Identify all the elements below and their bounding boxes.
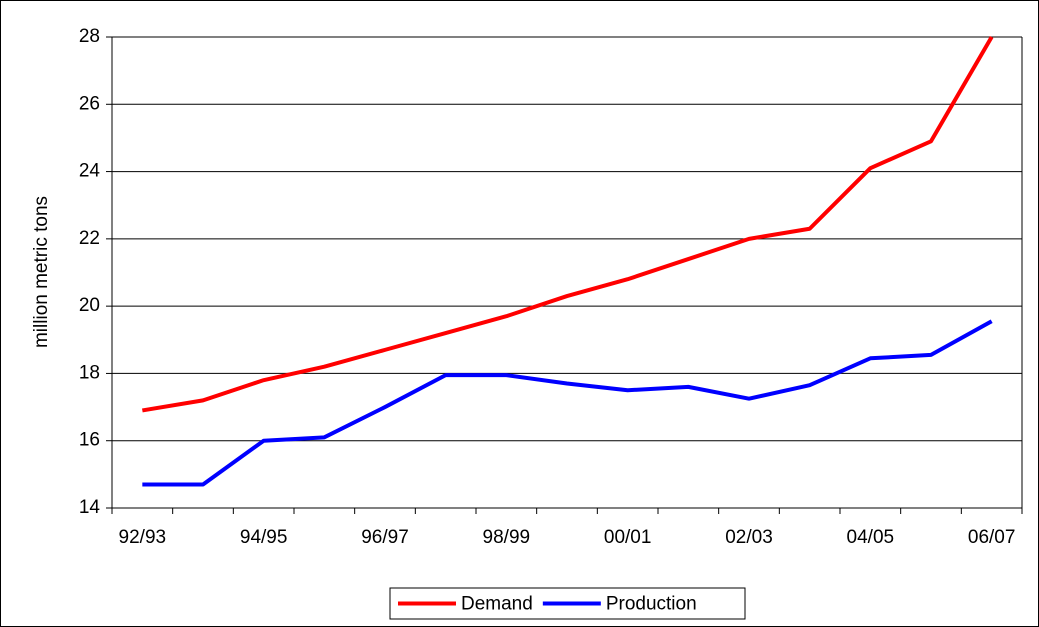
data-line [142, 35, 994, 413]
x-tick-label: 00/01 [604, 527, 652, 548]
x-tick-label: 02/03 [725, 527, 773, 548]
y-tick-label: 18 [79, 362, 100, 383]
y-tick-label: 20 [79, 295, 100, 316]
data-line [142, 319, 993, 487]
x-tick-label: 06/07 [968, 527, 1016, 548]
legend-label: Demand [461, 594, 533, 615]
y-axis-label: million metric tons [31, 196, 52, 348]
plot-area [112, 37, 1022, 508]
y-tick-label: 16 [79, 430, 100, 451]
x-tick-label: 94/95 [240, 527, 288, 548]
y-tick-label: 22 [79, 228, 100, 249]
x-tick-label: 98/99 [483, 527, 531, 548]
y-tick-label: 26 [79, 93, 100, 114]
legend-label: Production [606, 594, 697, 615]
y-tick-label: 28 [79, 26, 100, 47]
x-tick-label: 96/97 [361, 527, 409, 548]
x-tick-label: 04/05 [847, 527, 895, 548]
y-tick-label: 14 [79, 497, 101, 518]
y-tick-label: 24 [79, 161, 101, 182]
x-tick-label: 92/93 [119, 527, 167, 548]
